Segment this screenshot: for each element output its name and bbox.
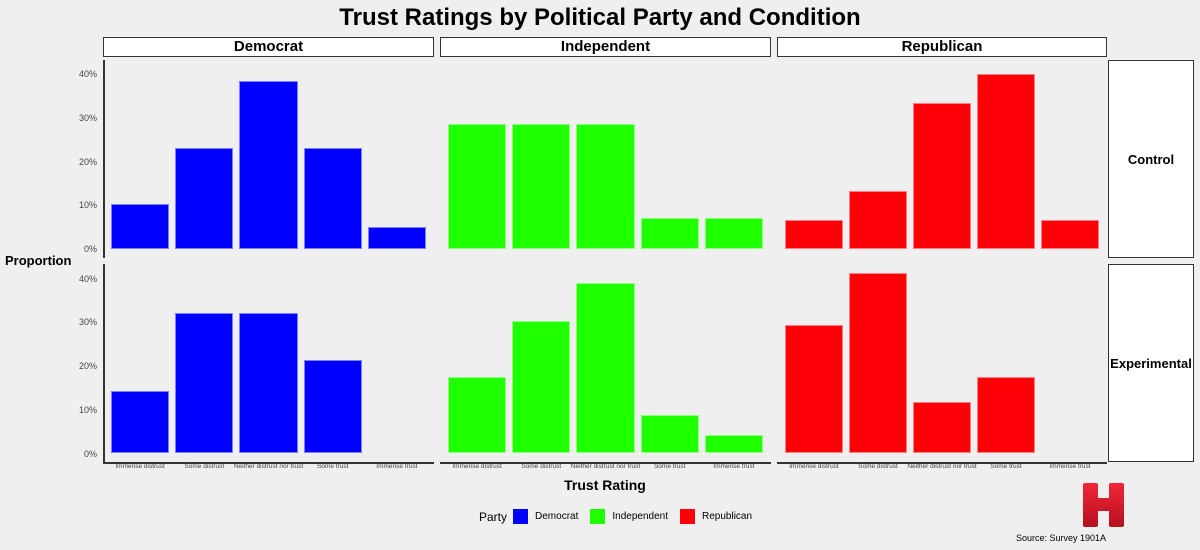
source-note: Source: Survey 1901A	[1016, 533, 1107, 543]
legend-key-republican	[680, 509, 695, 524]
legend-label-independent: Independent	[612, 511, 668, 522]
bar-republican-experimental	[785, 325, 843, 454]
bar-independent-experimental	[640, 415, 699, 454]
bar-republican-experimental	[913, 401, 971, 454]
bar-independent-control	[576, 124, 635, 249]
legend: Party Democrat Independent Republican	[479, 509, 764, 524]
x-tick-label: Some trust	[316, 463, 349, 470]
legend-title: Party	[479, 509, 508, 524]
y-tick-label: 20%	[78, 361, 97, 372]
y-axis-label: Proportion	[5, 253, 72, 268]
x-axis-line-republican	[777, 462, 1107, 464]
facet-strip-experimental-label: Experimental	[1110, 355, 1192, 371]
bar-independent-experimental	[512, 320, 571, 454]
bar-republican-experimental	[849, 273, 907, 454]
x-tick-label: Immense trust	[1049, 463, 1091, 470]
bar-republican-control	[913, 103, 971, 249]
x-axis-label: Trust Rating	[564, 477, 646, 493]
x-axis-line-democrat	[103, 462, 434, 464]
x-tick-label: Neither distrust nor trust	[233, 463, 304, 470]
bar-independent-control	[640, 217, 699, 249]
bar-democrat-control	[175, 148, 234, 249]
legend-key-independent	[590, 509, 606, 524]
x-tick-label: Immense trust	[713, 463, 755, 470]
bar-republican-control	[977, 74, 1035, 249]
y-tick-label: 40%	[78, 273, 97, 284]
bar-democrat-control	[239, 80, 298, 249]
bar-democrat-control	[303, 148, 362, 249]
y-tick-label: 0%	[83, 244, 97, 254]
bar-democrat-experimental	[239, 313, 298, 454]
x-tick-label: Immense trust	[376, 463, 418, 470]
x-tick-label: Neither distrust nor trust	[570, 463, 641, 470]
x-tick-label: Immense distrust	[452, 463, 502, 470]
x-tick-label: Some distrust	[184, 463, 225, 470]
facet-strip-democrat: Democrat	[103, 37, 434, 57]
bar-independent-control	[512, 124, 571, 249]
x-axis-line-independent	[440, 462, 771, 464]
y-tick-label: 40%	[78, 69, 97, 80]
facet-strip-independent: Independent	[440, 37, 771, 57]
bar-independent-experimental	[704, 434, 763, 454]
x-tick-label: Immense distrust	[115, 463, 165, 470]
facet-strip-control-label: Control	[1127, 151, 1175, 167]
bar-democrat-experimental	[175, 313, 234, 454]
y-tick-label: 0%	[83, 448, 97, 459]
y-tick-label: 30%	[78, 317, 97, 328]
x-tick-label: Some distrust	[858, 463, 898, 470]
y-tick-label: 10%	[78, 200, 97, 211]
bar-democrat-experimental	[303, 359, 362, 454]
bar-democrat-control	[111, 203, 170, 249]
legend-label-democrat: Democrat	[535, 511, 579, 522]
chart-title: Trust Ratings by Political Party and Con…	[339, 4, 861, 31]
x-tick-label: Some trust	[653, 463, 686, 470]
legend-label-republican: Republican	[702, 511, 753, 522]
h-logo-icon	[1083, 483, 1124, 527]
bar-independent-control	[448, 124, 507, 249]
bar-republican-experimental	[977, 376, 1035, 454]
y-axis-line-bottom	[103, 264, 105, 463]
legend-key-democrat	[513, 509, 529, 524]
x-tick-label: Some trust	[990, 463, 1022, 470]
bar-democrat-control	[367, 226, 426, 249]
y-tick-label: 30%	[78, 112, 97, 123]
facet-strip-experimental: Experimental	[1108, 264, 1194, 462]
facet-strip-control: Control	[1108, 60, 1194, 258]
y-tick-label: 20%	[78, 156, 97, 167]
bar-democrat-experimental	[111, 391, 170, 454]
bar-republican-control	[785, 219, 843, 249]
bar-independent-experimental	[448, 377, 507, 454]
x-tick-label: Immense distrust	[789, 463, 839, 470]
bar-independent-control	[704, 217, 763, 249]
bar-republican-control	[1041, 219, 1099, 249]
bar-republican-control	[849, 190, 907, 249]
x-tick-label: Neither distrust nor trust	[907, 463, 977, 470]
bar-independent-experimental	[576, 282, 635, 454]
x-tick-label: Some distrust	[521, 463, 562, 470]
y-tick-label: 10%	[78, 404, 97, 415]
facet-strip-republican: Republican	[777, 37, 1107, 57]
y-axis-line-top	[103, 60, 105, 258]
